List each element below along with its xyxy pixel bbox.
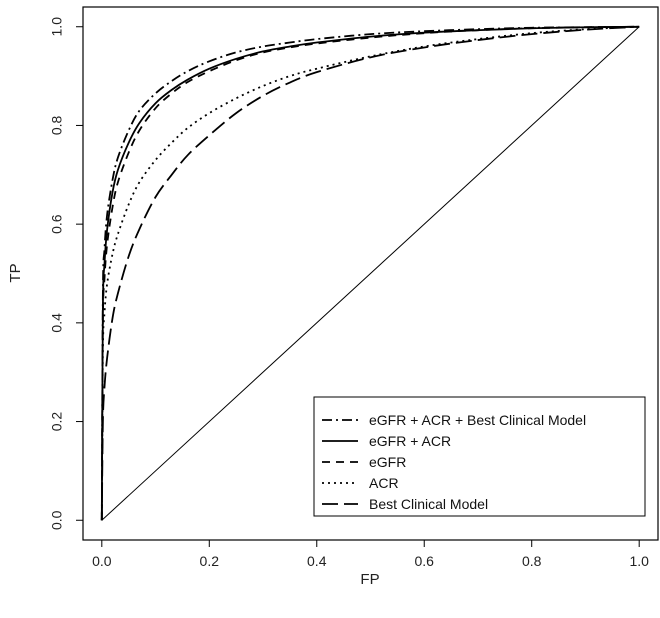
legend: eGFR + ACR + Best Clinical Model eGFR + A… <box>313 396 646 517</box>
x-axis-title: FP <box>360 571 379 588</box>
legend-label: eGFR + ACR + Best Clinical Model <box>369 412 586 428</box>
y-tick-label: 0.8 <box>49 116 65 136</box>
x-axis: 0.0 0.2 0.4 0.6 0.8 1.0 <box>92 539 649 569</box>
x-tick-label: 0.0 <box>92 553 112 569</box>
reference-diagonal-line <box>101 26 640 521</box>
y-tick-label: 0.2 <box>49 412 65 432</box>
series-line-3 <box>100 25 640 521</box>
y-tick-label: 0.4 <box>49 313 65 333</box>
y-tick-label: 0.0 <box>49 510 65 530</box>
y-axis-title: TP <box>7 263 24 282</box>
legend-label: Best Clinical Model <box>369 496 488 512</box>
y-tick-label: 0.6 <box>49 214 65 234</box>
x-tick-label: 0.6 <box>415 553 435 569</box>
y-tick-label: 1.0 <box>49 17 65 37</box>
x-tick-label: 0.8 <box>522 553 542 569</box>
plot-area <box>100 25 640 521</box>
x-tick-label: 1.0 <box>629 553 649 569</box>
legend-box <box>313 396 646 517</box>
x-tick-label: 0.2 <box>200 553 220 569</box>
series-line-1 <box>100 25 640 521</box>
x-tick-label: 0.4 <box>307 553 327 569</box>
legend-label: eGFR <box>369 454 406 470</box>
series-line-4 <box>100 25 640 521</box>
series-line-2 <box>100 25 640 521</box>
legend-label: eGFR + ACR <box>369 433 451 449</box>
legend-label: ACR <box>369 475 399 491</box>
y-axis: 0.0 0.2 0.4 0.6 0.8 1.0 <box>49 17 84 530</box>
